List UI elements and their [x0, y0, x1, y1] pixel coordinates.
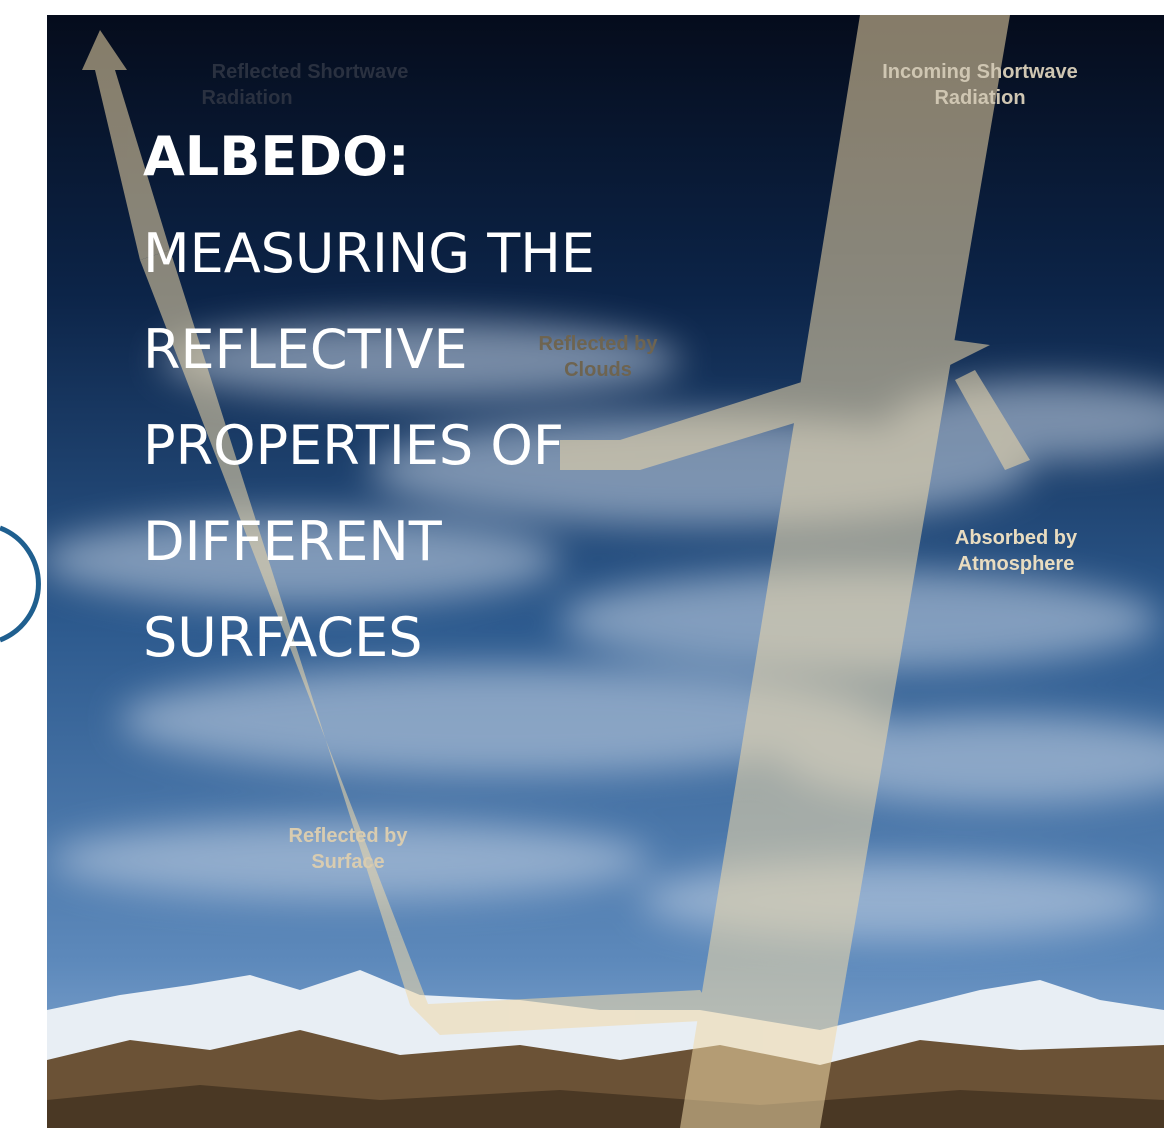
title: ALBEDO:: [143, 125, 410, 188]
radiation-arrows: [82, 15, 1030, 1128]
label: Radiation: [934, 87, 1025, 109]
label: Atmosphere: [958, 553, 1075, 575]
labels: Reflected Shortwave Radiation Incoming S…: [201, 61, 1078, 873]
subtitle-line: SURFACES: [143, 606, 423, 669]
subtitle-line: PROPERTIES OF: [143, 414, 564, 477]
label: Incoming Shortwave: [882, 61, 1078, 83]
title-block: ALBEDO: MEASURING THE REFLECTIVE PROPERT…: [143, 125, 595, 669]
photo: [47, 15, 1164, 1128]
label: Absorbed by: [955, 527, 1078, 549]
circle-edge: [0, 525, 41, 643]
label: Radiation: [201, 87, 292, 109]
label: Reflected by: [289, 825, 409, 847]
label: Reflected Shortwave: [212, 61, 409, 83]
subtitle-line: MEASURING THE: [143, 222, 595, 285]
label: Surface: [311, 851, 384, 873]
subtitle-line: REFLECTIVE: [143, 318, 468, 381]
mountains: [47, 970, 1164, 1128]
subtitle-line: DIFFERENT: [143, 510, 443, 573]
label: Reflected by: [539, 333, 659, 355]
label: Clouds: [564, 359, 632, 381]
